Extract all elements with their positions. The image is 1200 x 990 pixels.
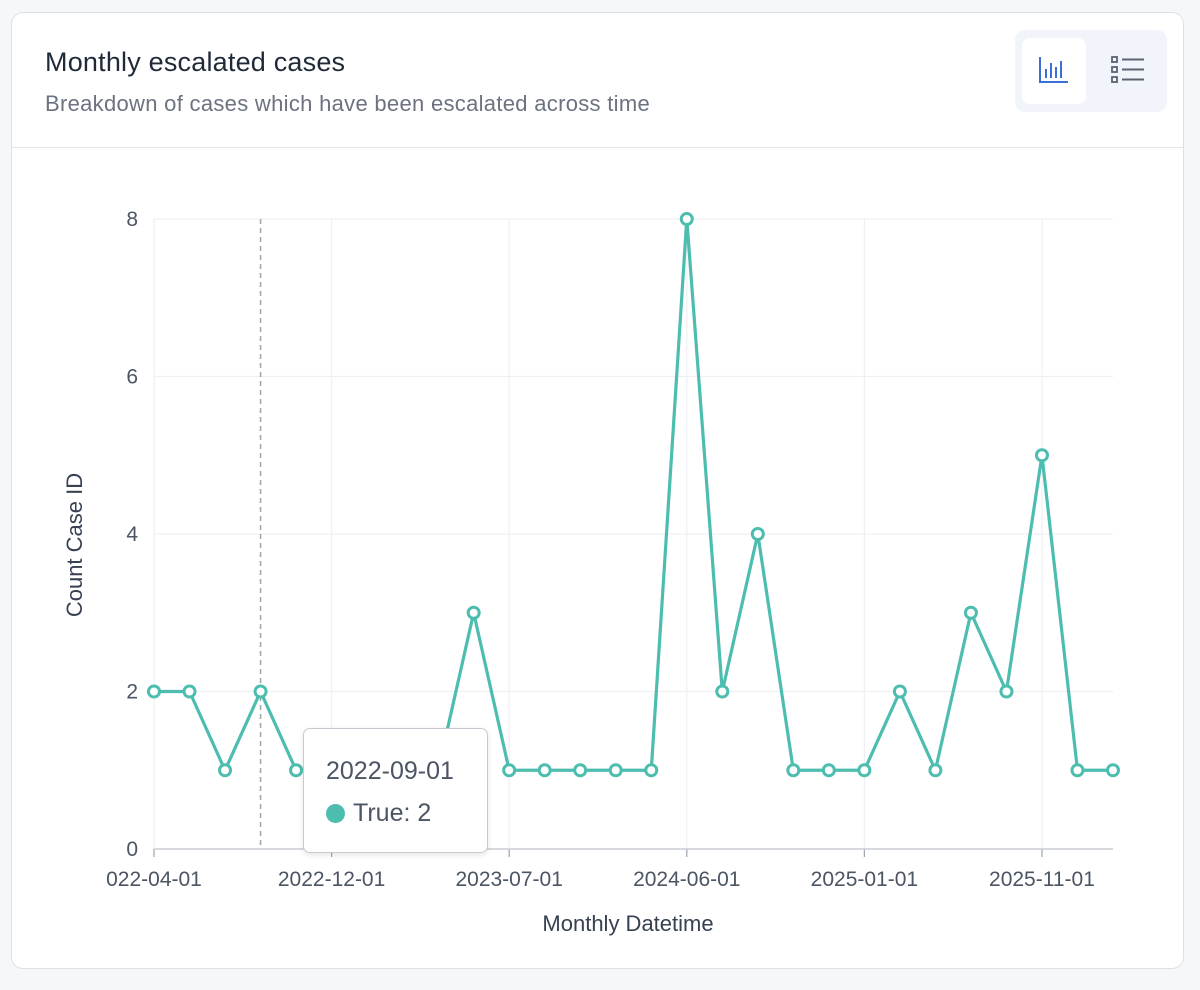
y-tick-label: 0 [126,838,138,861]
data-point [715,684,730,699]
data-point [218,763,233,778]
data-point [963,605,978,620]
tooltip-date: 2022-09-01 [326,757,454,785]
tooltip-row: True: 2 [326,799,431,828]
x-axis-title: Monthly Datetime [542,911,713,936]
data-point [182,684,197,699]
data-point [1106,763,1120,778]
y-tick-label: 2 [126,681,138,704]
data-point [644,763,659,778]
list-icon [1111,56,1144,83]
x-tick-label: 2022-12-01 [278,868,385,891]
data-point [289,763,304,778]
data-point [573,763,588,778]
data-point [608,763,623,778]
data-point [253,684,268,699]
data-point [857,763,872,778]
tooltip-value: 2 [417,799,432,827]
chart-tooltip: 2022-09-01 True: 2 [303,728,488,853]
data-point [786,763,801,778]
list-view-button[interactable] [1095,38,1159,104]
card-header: Monthly escalated cases Breakdown of cas… [12,13,1183,148]
x-tick-label: 2024-06-01 [633,868,740,891]
data-point [147,684,161,699]
y-tick-label: 6 [126,366,138,389]
data-point [928,763,943,778]
bar-chart-icon [1039,57,1068,83]
chart-view-button[interactable] [1022,38,1086,104]
series-line-true [154,217,1113,772]
tooltip-separator: : [403,799,418,827]
data-point [750,527,765,541]
x-tick-label: 2025-01-01 [811,868,918,891]
data-point [821,763,836,778]
y-tick-label: 8 [126,208,138,231]
tooltip-series-name: True [353,799,404,827]
view-toggle [1015,30,1167,112]
data-point [999,684,1014,699]
data-point [892,684,907,699]
y-axis-title: Count Case ID [62,473,87,617]
x-tick-label: 2023-07-01 [455,868,562,891]
data-point [679,212,694,226]
x-tick-label: 022-04-01 [106,868,202,891]
data-point [1070,763,1085,778]
x-tick-label: 2025-11-01 [989,868,1095,891]
card-subtitle: Breakdown of cases which have been escal… [45,91,651,116]
data-point [466,605,481,620]
chart-card: Monthly escalated cases Breakdown of cas… [11,12,1184,969]
data-point [1034,448,1049,463]
data-point [537,763,552,778]
card-title: Monthly escalated cases [45,47,346,77]
tooltip-series-dot [326,804,345,823]
y-tick-label: 4 [126,523,138,546]
data-point [502,763,517,778]
